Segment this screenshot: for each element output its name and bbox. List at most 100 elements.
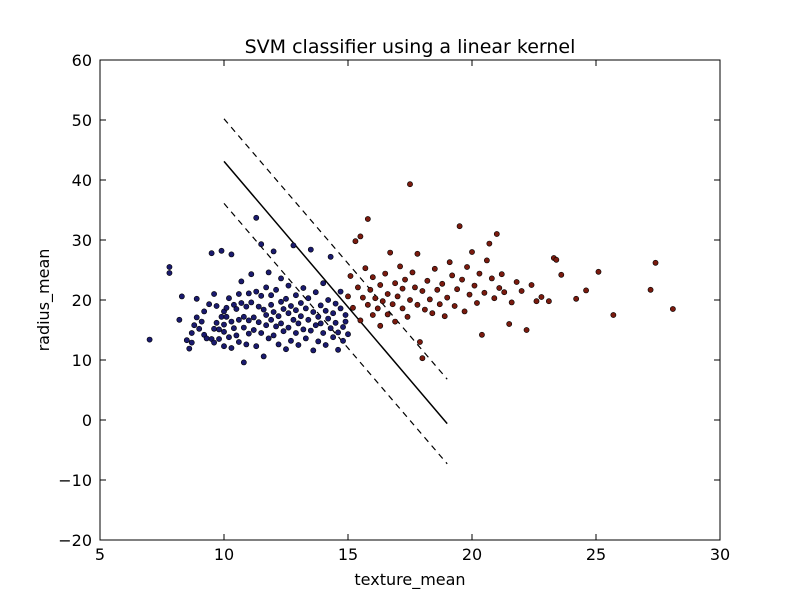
data-point-class-1: [388, 250, 393, 255]
data-point-class-1: [472, 283, 477, 288]
data-point-class-0: [254, 289, 259, 294]
data-point-class-0: [192, 323, 197, 328]
data-point-class-0: [189, 330, 194, 335]
data-point-class-1: [365, 302, 370, 307]
data-point-class-0: [318, 321, 323, 326]
data-point-class-0: [271, 333, 276, 338]
data-point-class-0: [308, 328, 313, 333]
data-point-class-0: [264, 285, 269, 290]
data-point-class-1: [457, 224, 462, 229]
data-point-class-0: [236, 339, 241, 344]
x-tick-label: 5: [95, 545, 105, 564]
data-point-class-1: [370, 312, 375, 317]
data-point-class-1: [583, 288, 588, 293]
data-point-class-0: [216, 336, 221, 341]
data-point-class-1: [502, 290, 507, 295]
data-point-class-0: [226, 335, 231, 340]
y-tick-label: 50: [72, 111, 92, 130]
data-point-class-0: [229, 252, 234, 257]
data-point-class-1: [482, 290, 487, 295]
data-point-class-0: [281, 306, 286, 311]
data-point-class-1: [474, 300, 479, 305]
data-point-class-1: [427, 297, 432, 302]
data-point-class-0: [281, 329, 286, 334]
data-point-class-1: [554, 257, 559, 262]
data-point-class-0: [283, 296, 288, 301]
data-point-class-0: [204, 336, 209, 341]
data-point-class-0: [273, 287, 278, 292]
data-point-class-0: [328, 326, 333, 331]
data-point-class-1: [358, 318, 363, 323]
x-tick-label: 20: [462, 545, 482, 564]
data-point-class-1: [459, 277, 464, 282]
data-point-class-0: [316, 314, 321, 319]
data-point-class-0: [221, 344, 226, 349]
data-point-class-1: [390, 302, 395, 307]
y-tick-label: 40: [72, 171, 92, 190]
data-point-class-0: [231, 326, 236, 331]
data-point-class-0: [331, 335, 336, 340]
data-point-class-1: [477, 271, 482, 276]
data-point-class-0: [264, 323, 269, 328]
data-point-class-1: [358, 234, 363, 239]
x-tick-label: 10: [214, 545, 234, 564]
data-point-class-1: [514, 279, 519, 284]
data-point-class-0: [266, 270, 271, 275]
data-point-class-1: [400, 286, 405, 291]
data-point-class-0: [216, 327, 221, 332]
data-point-class-1: [410, 270, 415, 275]
data-point-class-1: [412, 285, 417, 290]
data-point-class-0: [147, 337, 152, 342]
data-point-class-0: [234, 333, 239, 338]
data-point-class-1: [648, 287, 653, 292]
data-point-class-0: [251, 315, 256, 320]
data-point-class-0: [321, 330, 326, 335]
data-point-class-1: [402, 277, 407, 282]
data-point-class-0: [276, 314, 281, 319]
data-point-class-0: [278, 321, 283, 326]
data-point-class-0: [244, 304, 249, 309]
data-point-class-1: [559, 272, 564, 277]
data-point-class-1: [452, 303, 457, 308]
data-point-class-0: [194, 315, 199, 320]
data-point-class-0: [239, 279, 244, 284]
data-point-class-0: [326, 316, 331, 321]
data-point-class-1: [355, 285, 360, 290]
data-point-class-0: [234, 306, 239, 311]
data-point-class-0: [331, 311, 336, 316]
data-point-class-0: [224, 305, 229, 310]
data-point-class-0: [335, 347, 340, 352]
data-point-class-0: [321, 281, 326, 286]
data-point-class-0: [333, 301, 338, 306]
data-point-class-1: [395, 294, 400, 299]
data-point-class-0: [335, 330, 340, 335]
data-point-class-0: [177, 317, 182, 322]
data-point-class-1: [467, 292, 472, 297]
data-point-class-0: [301, 285, 306, 290]
data-point-class-0: [184, 338, 189, 343]
data-point-class-0: [264, 312, 269, 317]
x-tick-label: 30: [710, 545, 730, 564]
data-point-class-1: [365, 216, 370, 221]
data-point-class-0: [286, 325, 291, 330]
data-point-class-0: [306, 317, 311, 322]
data-point-class-0: [269, 293, 274, 298]
data-point-class-0: [276, 342, 281, 347]
data-point-class-0: [296, 342, 301, 347]
data-point-class-0: [340, 324, 345, 329]
data-point-class-0: [179, 294, 184, 299]
data-point-class-0: [254, 344, 259, 349]
data-point-class-0: [269, 302, 274, 307]
data-point-class-1: [385, 312, 390, 317]
data-point-class-1: [450, 273, 455, 278]
data-point-class-1: [524, 327, 529, 332]
data-point-class-0: [199, 319, 204, 324]
data-point-class-1: [375, 306, 380, 311]
data-point-class-0: [271, 249, 276, 254]
chart-title: SVM classifier using a linear kernel: [245, 36, 576, 58]
data-point-class-1: [437, 302, 442, 307]
data-point-class-1: [653, 260, 658, 265]
data-point-class-1: [345, 294, 350, 299]
data-point-class-1: [509, 300, 514, 305]
data-point-class-0: [256, 320, 261, 325]
